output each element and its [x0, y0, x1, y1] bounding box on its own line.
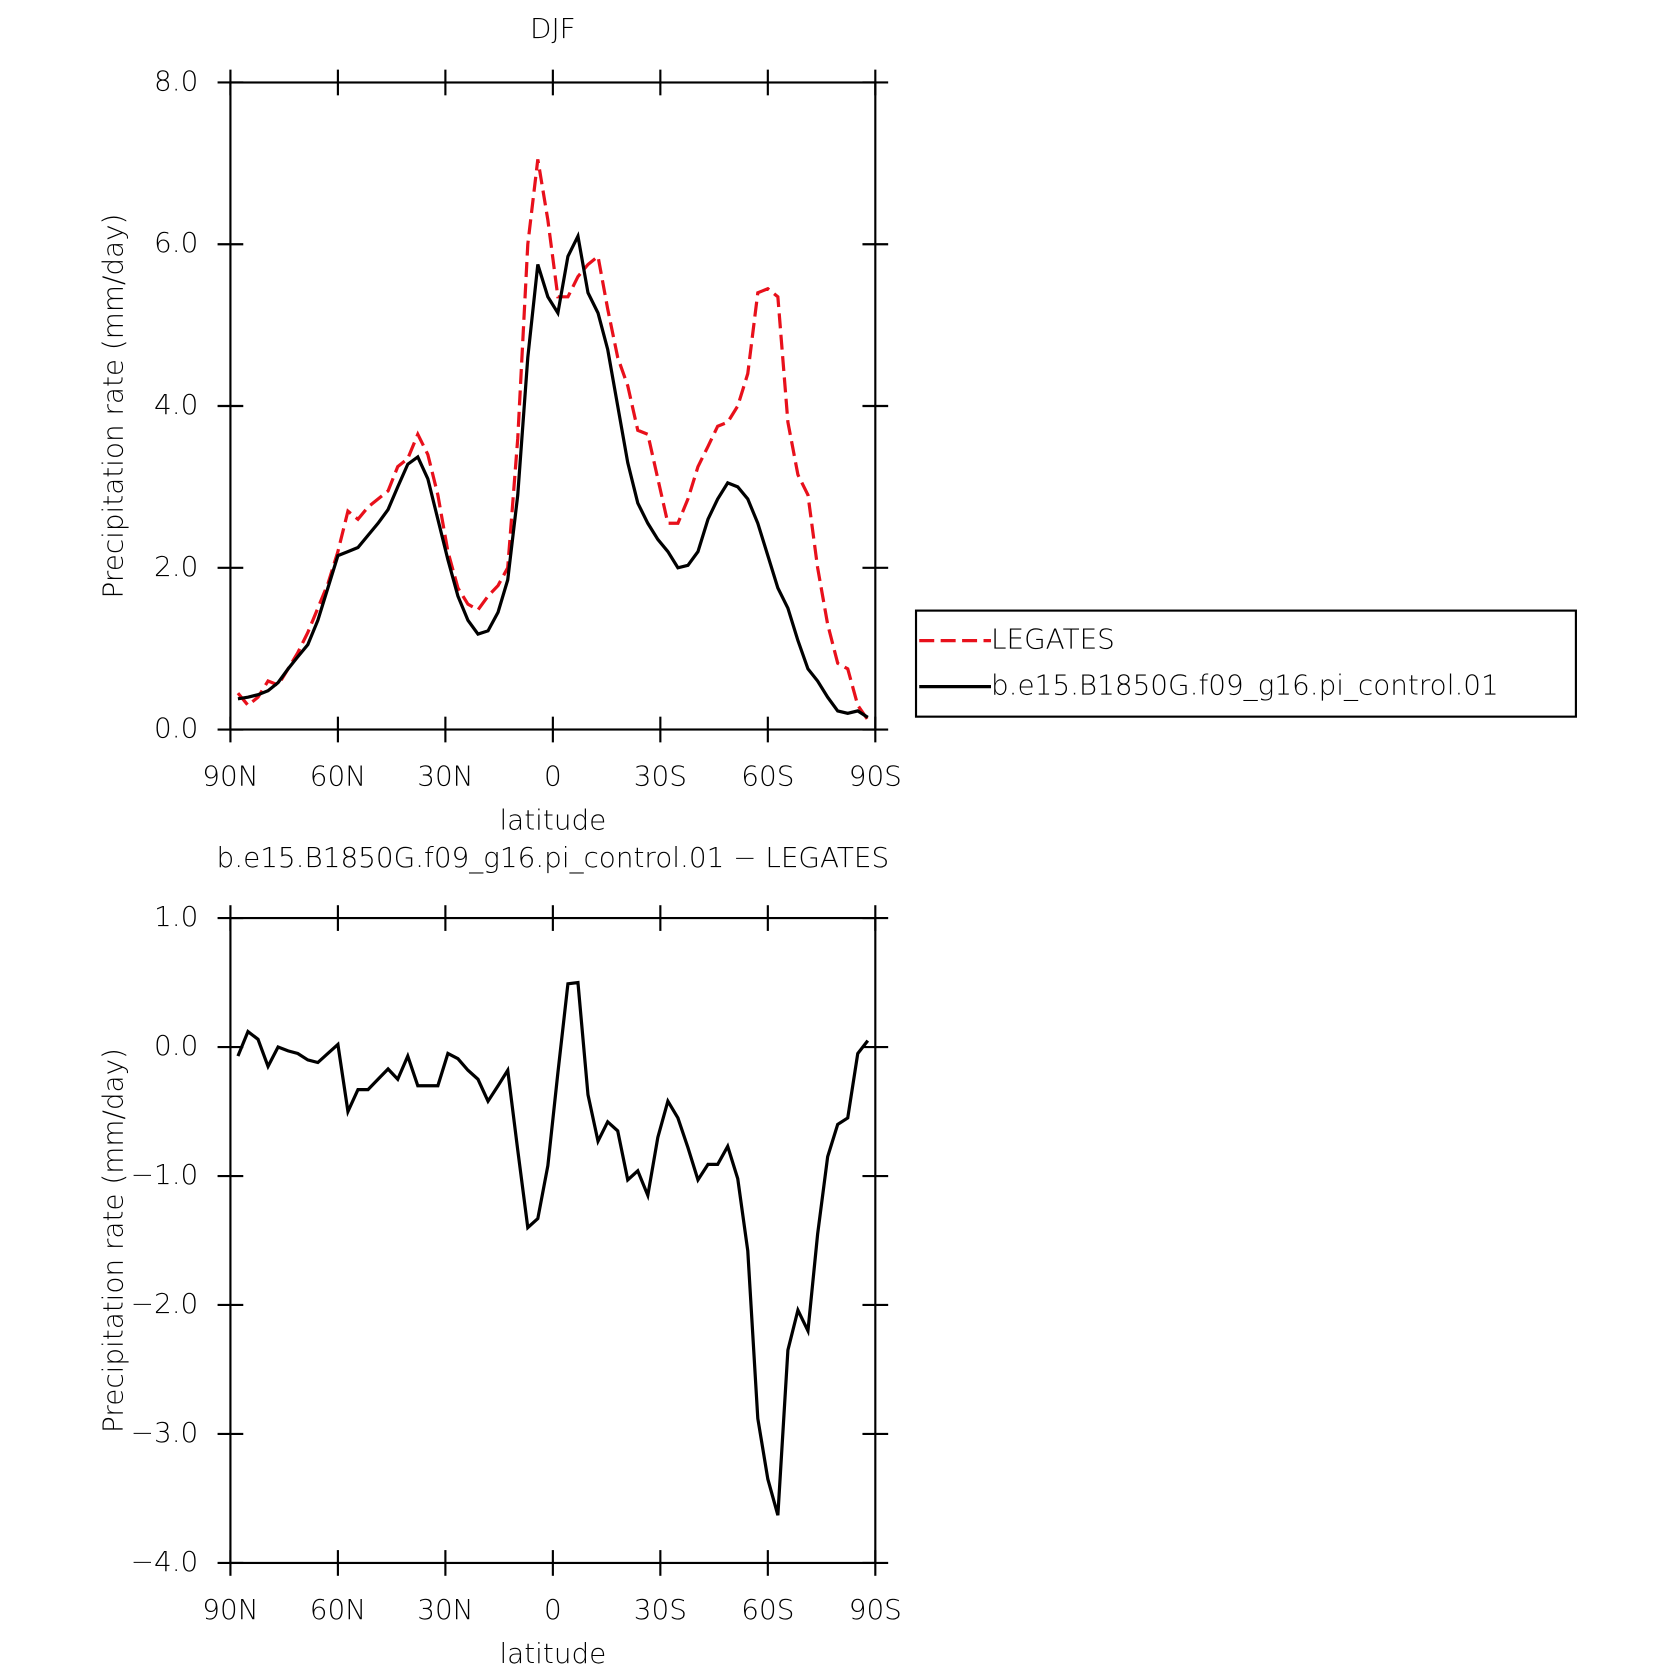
x-tick-label: 30N: [417, 760, 473, 793]
x-tick-label: 30S: [634, 1593, 687, 1626]
y-axis-label: Precipitation rate (mm/day): [97, 1048, 130, 1433]
x-tick-label: 90S: [849, 1593, 902, 1626]
legend-label: LEGATES: [991, 623, 1115, 656]
x-axis-label: latitude: [499, 1637, 606, 1669]
x-tick-label: 60N: [310, 1593, 366, 1626]
x-tick-label: 90N: [202, 760, 258, 793]
data-line: [237, 231, 869, 719]
data-line: [236, 980, 870, 1516]
data-line: [236, 159, 870, 721]
y-tick-label: 6.0: [154, 226, 198, 259]
legend-label: b.e15.B1850G.f09_g16.pi_control.01: [991, 669, 1499, 703]
y-tick-label: 1.0: [154, 900, 198, 933]
x-tick-label: 0: [544, 1593, 562, 1626]
x-tick-label: 60S: [741, 760, 794, 793]
plot-frame: [229, 916, 877, 1565]
y-tick-label: 2.0: [154, 550, 198, 583]
y-tick-label: 4.0: [154, 388, 198, 421]
y-tick-label: 0.0: [154, 712, 198, 745]
y-axis-label: Precipitation rate (mm/day): [97, 214, 130, 599]
plot-frame: [229, 81, 877, 731]
x-tick-label: 90S: [849, 760, 902, 793]
x-axis-label: latitude: [499, 804, 606, 837]
legend-box: [914, 609, 1577, 718]
y-tick-label: 8.0: [154, 64, 198, 97]
chart-title: DJF: [530, 12, 576, 45]
y-tick-label: −3.0: [131, 1416, 199, 1449]
x-tick-label: 60N: [310, 760, 366, 793]
x-tick-label: 30N: [417, 1593, 473, 1626]
x-tick-label: 0: [544, 760, 562, 793]
y-tick-label: −4.0: [131, 1545, 199, 1578]
x-tick-label: 60S: [741, 1593, 794, 1626]
y-tick-label: −2.0: [131, 1287, 199, 1320]
y-tick-label: 0.0: [154, 1029, 198, 1062]
chart-title: b.e15.B1850G.f09_g16.pi_control.01 − LEG…: [217, 841, 890, 875]
y-tick-label: −1.0: [131, 1158, 199, 1191]
x-tick-label: 30S: [634, 760, 687, 793]
x-tick-label: 90N: [202, 1593, 258, 1626]
